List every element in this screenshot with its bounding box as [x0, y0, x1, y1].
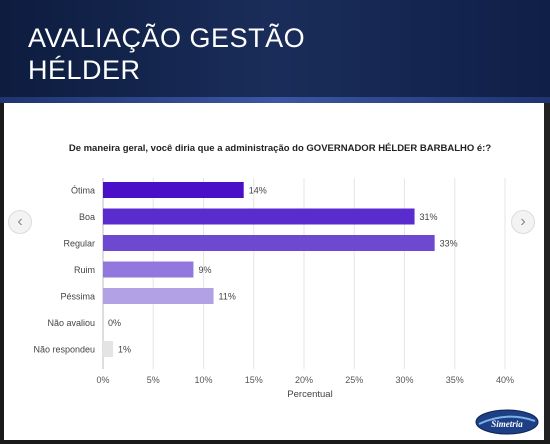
bar	[103, 261, 194, 278]
category-label: Péssima	[60, 292, 95, 302]
next-slide-button[interactable]: ›	[511, 210, 535, 234]
screen-edge-left	[0, 103, 4, 444]
x-tick-label: 20%	[295, 375, 313, 385]
category-label: Ruim	[74, 265, 95, 275]
slide-header: AVALIAÇÃO GESTÃO HÉLDER	[0, 0, 550, 103]
simetria-logo-mark: Simetria	[475, 409, 539, 435]
x-tick-label: 30%	[395, 375, 413, 385]
chart-title: De maneira geral, você diria que a admin…	[69, 143, 492, 154]
category-label: Ótima	[71, 186, 95, 196]
data-label: 9%	[198, 265, 211, 275]
bar	[103, 235, 435, 251]
slide-title: AVALIAÇÃO GESTÃO HÉLDER	[28, 22, 328, 86]
simetria-logo: Simetria	[475, 409, 539, 435]
chevron-right-icon: ›	[520, 213, 526, 230]
x-tick-label: 10%	[194, 375, 212, 385]
x-tick-label: 0%	[96, 375, 109, 385]
data-label: 1%	[118, 345, 131, 355]
previous-slide-button[interactable]: ‹	[8, 210, 32, 234]
x-tick-label: 5%	[147, 375, 160, 385]
x-tick-label: 25%	[345, 375, 363, 385]
screen-edge-bottom	[0, 440, 550, 444]
bar	[103, 341, 114, 357]
bar	[103, 182, 244, 198]
data-label: 14%	[249, 186, 267, 196]
data-label: 31%	[420, 212, 438, 222]
x-tick-label: 40%	[496, 375, 514, 385]
data-label: 11%	[219, 292, 236, 302]
slide-title-line-2: HÉLDER	[28, 55, 141, 85]
bar	[103, 208, 415, 225]
category-label: Regular	[63, 239, 95, 249]
chevron-left-icon: ‹	[17, 213, 23, 230]
x-axis-label: Percentual	[287, 389, 332, 400]
logo-text: Simetria	[491, 419, 523, 429]
bars	[103, 182, 435, 357]
data-label: 33%	[440, 239, 458, 249]
screen-edge-right	[544, 103, 550, 444]
category-label: Não avaliou	[47, 318, 95, 328]
data-label: 0%	[108, 318, 121, 328]
category-label: Boa	[79, 212, 95, 222]
bar	[103, 288, 214, 304]
x-tick-label: 15%	[245, 375, 263, 385]
category-label: Não respondeu	[33, 345, 95, 355]
labels: 0% 5% 10% 15% 20% 25% 30% 35% 40% Ótima 14% Boa 31% R…	[33, 186, 514, 386]
x-tick-label: 35%	[446, 375, 464, 385]
slide-title-line-1: AVALIAÇÃO GESTÃO	[28, 23, 306, 53]
